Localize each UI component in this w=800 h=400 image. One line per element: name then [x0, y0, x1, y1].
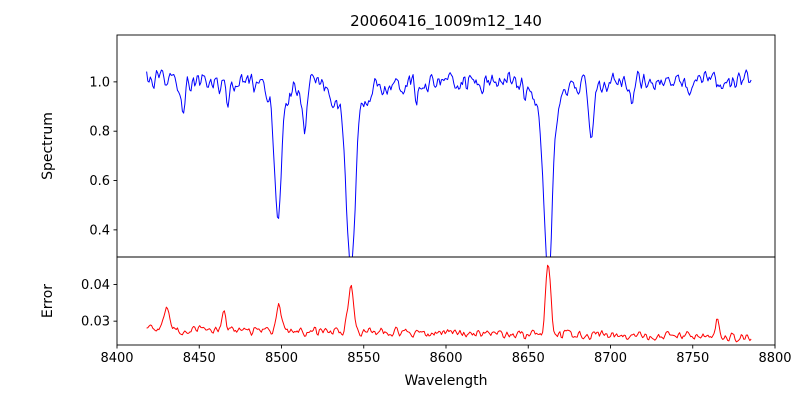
spectrum-panel-border: [116, 34, 776, 258]
x-tick-label: 8800: [758, 351, 791, 366]
spectrum-y-tick-label: 0.8: [89, 125, 110, 140]
error-y-tick-label: 0.03: [81, 315, 110, 330]
x-tick-label: 8500: [265, 351, 298, 366]
x-axis-label: Wavelength: [404, 373, 488, 389]
error-line: [146, 264, 752, 343]
x-tick-label: 8450: [183, 351, 216, 366]
spectrum-y-tick-label: 0.4: [89, 223, 110, 238]
spectrum-line: [146, 69, 752, 257]
x-tick-label: 8650: [512, 351, 545, 366]
chart-title: 20060416_1009m12_140: [350, 12, 542, 30]
x-tick-label: 8700: [594, 351, 627, 366]
error-y-tick-label: 0.04: [81, 278, 110, 293]
spectrum-y-tick-label: 0.6: [89, 174, 110, 189]
x-tick-label: 8600: [429, 351, 462, 366]
spectrum-y-tick-label: 1.0: [89, 75, 110, 90]
x-tick-label: 8400: [100, 351, 133, 366]
x-tick-label: 8750: [676, 351, 709, 366]
x-tick-label: 8550: [347, 351, 380, 366]
